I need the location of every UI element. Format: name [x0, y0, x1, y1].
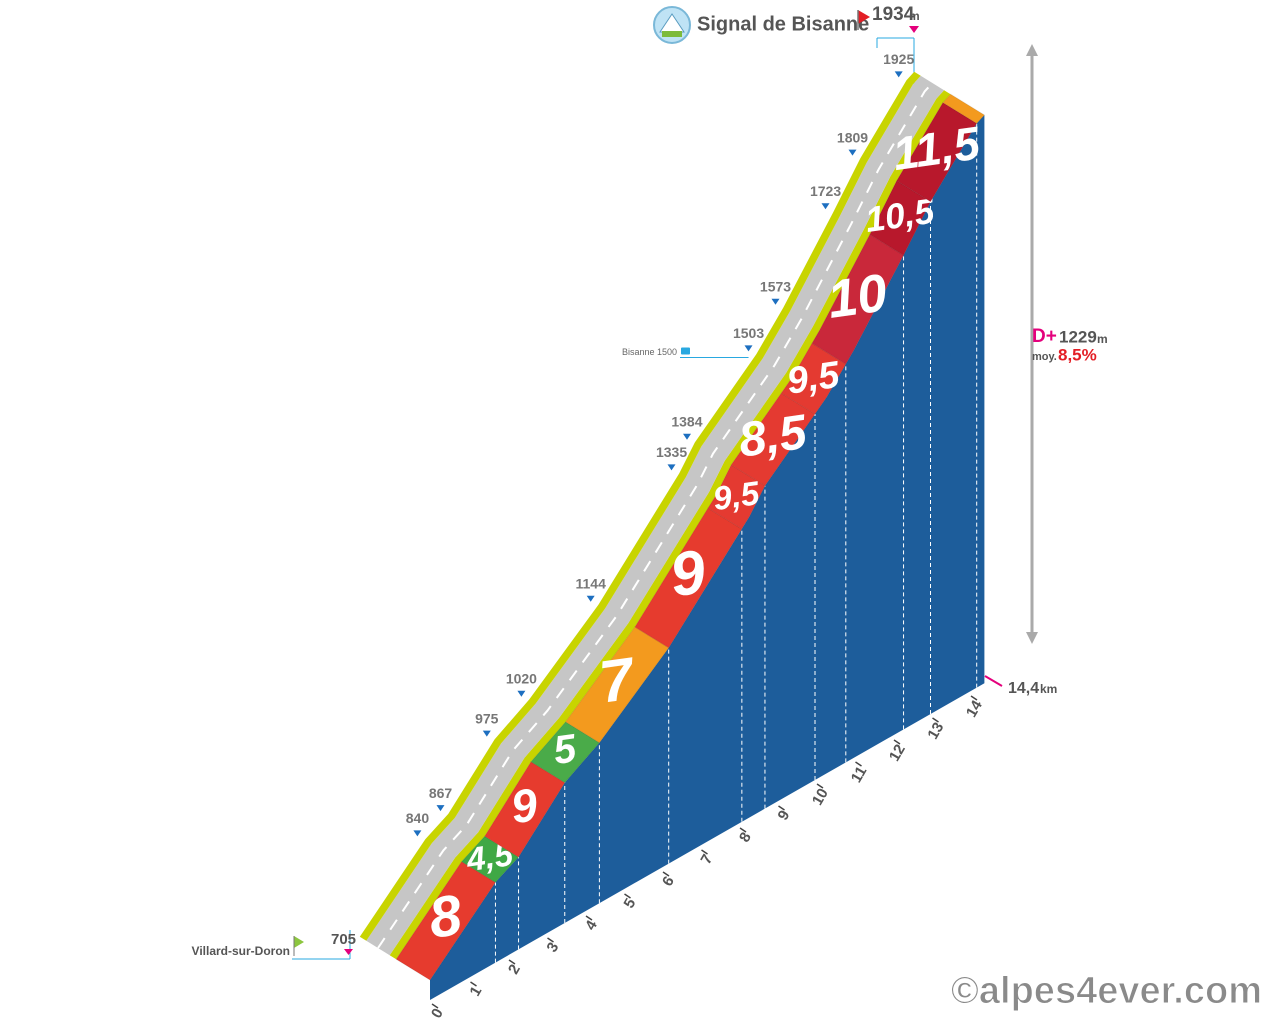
altitude-label: 840 [406, 810, 430, 826]
altitude-marker [517, 690, 526, 697]
road-center [377, 82, 934, 949]
start-altitude: 705 [331, 931, 356, 948]
altitude-marker [771, 298, 780, 305]
x-tick [547, 937, 554, 943]
altitude-label: 1335 [656, 444, 687, 460]
gain-arrow-head [1026, 44, 1038, 56]
x-tick-label: 13 [924, 719, 947, 742]
gradient-label: 10,5 [863, 191, 938, 240]
gain-value: 1229 [1059, 327, 1097, 346]
x-tick [662, 871, 670, 877]
altitude-marker [413, 830, 422, 837]
summit-title: Signal de Bisanne [697, 13, 869, 35]
profile-face [430, 115, 985, 1000]
altitude-label: 1809 [837, 129, 868, 145]
start-label: Villard-sur-Doron [192, 944, 290, 958]
altitude-marker [586, 595, 595, 602]
start-marker [344, 949, 353, 955]
x-tick [624, 893, 631, 899]
x-tick [778, 805, 785, 811]
gradient-label: 11,5 [890, 116, 984, 180]
altitude-marker [821, 203, 830, 210]
x-tick [739, 827, 747, 833]
altitude-label: 1925 [883, 51, 914, 67]
x-tick [855, 761, 862, 767]
gradient-label: 9,5 [711, 475, 762, 518]
altitude-label: 1020 [506, 670, 537, 686]
altitude-marker [894, 71, 903, 78]
altitude-label: 1573 [760, 279, 791, 295]
summit-altitude: 1934 [872, 4, 915, 25]
road-edge [359, 71, 921, 941]
x-tick [970, 695, 978, 701]
x-tick-label: 12 [886, 741, 909, 764]
landmark-label: Bisanne 1500 [622, 347, 677, 357]
altitude-marker [436, 805, 445, 812]
altitude-label: 1723 [810, 183, 841, 199]
x-tick [470, 981, 477, 987]
x-tick [816, 783, 824, 789]
summit-unit: m [909, 9, 920, 23]
average-value: 8,5% [1058, 345, 1097, 364]
altitude-marker [667, 464, 676, 471]
gradient-segment [942, 93, 986, 125]
start-flag [294, 936, 304, 948]
distance-value: 14,4 [1008, 680, 1039, 697]
gain-label: D+ [1032, 326, 1057, 347]
altitude-label: 975 [475, 710, 499, 726]
gradient-label: 10 [824, 263, 891, 330]
altitude-label: 1384 [671, 413, 702, 429]
x-tick-label: 11 [848, 763, 871, 785]
x-tick-label: 14 [963, 697, 986, 721]
altitude-marker [683, 433, 691, 440]
altitude-label: 1503 [733, 325, 764, 341]
watermark: ©alpes4ever.com [951, 970, 1262, 1012]
gradient-label: 9,5 [784, 353, 843, 402]
plot: 0123456789101112131484,595799,58,59,5101… [359, 51, 986, 1021]
distance-tick [984, 675, 1003, 687]
altitude-marker [848, 149, 857, 156]
distance-unit: km [1040, 682, 1057, 696]
landmark-icon [681, 347, 690, 355]
x-tick-label: 10 [809, 785, 832, 808]
x-tick [701, 849, 708, 855]
summit-flag [858, 10, 870, 24]
average-label: moy. [1032, 351, 1057, 363]
gradient-label: 8,5 [735, 405, 810, 468]
altitude-label: 1144 [576, 575, 607, 591]
x-tick [932, 717, 939, 723]
x-tick [893, 739, 901, 745]
x-tick [585, 915, 593, 921]
road [366, 75, 945, 956]
summit-marker [909, 26, 919, 33]
summit-icon-grass [662, 31, 682, 37]
altitude-label: 867 [429, 785, 453, 801]
altitude-marker [744, 345, 753, 352]
x-tick [431, 1003, 439, 1009]
altitude-marker [482, 730, 491, 737]
gain-unit: m [1097, 332, 1108, 346]
x-tick [508, 959, 516, 965]
road-edge [389, 90, 951, 960]
gain-arrow-head [1026, 632, 1038, 644]
